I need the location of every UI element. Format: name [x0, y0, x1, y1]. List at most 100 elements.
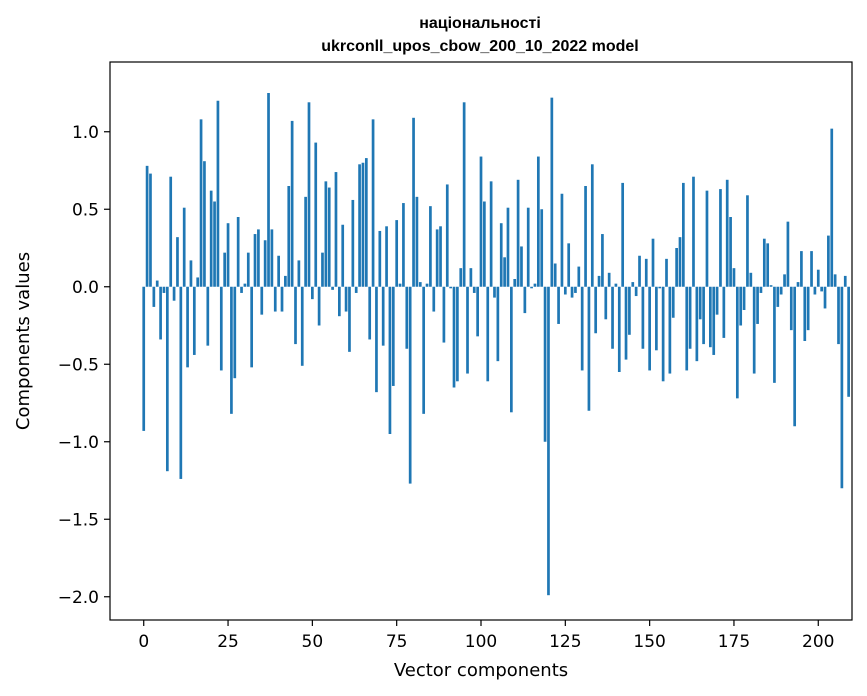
bar-72	[385, 226, 388, 287]
bar-122	[553, 263, 557, 287]
bar-170	[715, 286, 719, 315]
bar-76	[398, 283, 402, 287]
bar-166	[702, 286, 705, 345]
bar-44	[290, 120, 294, 287]
bar-159	[678, 237, 682, 287]
bar-27	[233, 286, 237, 379]
bar-204	[830, 128, 834, 287]
bar-109	[510, 286, 513, 413]
bar-172	[722, 286, 726, 338]
bar-205	[833, 274, 837, 287]
bar-201	[820, 286, 823, 292]
bar-196	[803, 286, 807, 341]
bar-192	[789, 286, 793, 331]
bar-84	[425, 283, 429, 287]
bar-134	[594, 286, 598, 334]
bar-52	[317, 286, 321, 326]
bar-58	[338, 286, 341, 317]
bar-189	[779, 286, 783, 295]
bar-186	[769, 285, 773, 287]
bar-75	[395, 220, 399, 287]
bar-129	[577, 266, 581, 287]
bar-30	[243, 283, 247, 287]
bar-165	[698, 286, 702, 320]
bar-85	[429, 206, 432, 287]
bar-48	[304, 196, 307, 287]
bar-162	[688, 286, 692, 349]
bar-147	[638, 255, 641, 287]
bar-112	[520, 246, 523, 287]
bar-119	[543, 286, 547, 442]
bar-157	[671, 286, 675, 318]
bar-117	[536, 156, 540, 287]
x-tick-label: 50	[302, 632, 324, 652]
bar-114	[526, 207, 530, 287]
bar-9	[172, 286, 176, 301]
bar-207	[840, 286, 844, 489]
bar-185	[766, 243, 770, 287]
bar-191	[786, 221, 790, 287]
bar-194	[796, 282, 800, 287]
bar-142	[621, 182, 625, 287]
y-tick-label: −0.5	[58, 355, 99, 375]
bar-3	[152, 286, 156, 307]
bar-81	[415, 196, 419, 287]
bar-169	[712, 286, 716, 355]
bar-150	[648, 286, 651, 371]
chart-title: національності	[419, 15, 541, 32]
bar-203	[827, 235, 830, 287]
bar-50	[311, 286, 314, 300]
bar-8	[169, 176, 173, 287]
bar-12	[182, 207, 186, 287]
bar-123	[557, 286, 560, 324]
bar-28	[236, 217, 240, 287]
bar-83	[422, 286, 426, 414]
bar-37	[267, 93, 270, 287]
bar-106	[499, 223, 503, 287]
bar-126	[567, 243, 571, 287]
bar-128	[574, 286, 577, 293]
bar-155	[665, 258, 668, 287]
bar-178	[742, 286, 746, 310]
bar-88	[439, 226, 442, 287]
bar-25	[226, 223, 230, 287]
bar-61	[348, 286, 351, 352]
bar-125	[563, 286, 567, 295]
bar-5	[159, 286, 162, 340]
y-tick-label: −2.0	[58, 588, 99, 608]
bar-2	[149, 173, 152, 287]
bar-92	[452, 286, 456, 388]
bar-208	[843, 275, 847, 287]
bar-164	[695, 286, 699, 362]
y-tick-label: −1.0	[58, 433, 99, 453]
bar-116	[533, 283, 537, 287]
bar-163	[692, 176, 695, 287]
bar-199	[813, 286, 817, 295]
bar-200	[816, 269, 820, 287]
bar-148	[641, 286, 645, 349]
bar-181	[752, 286, 756, 374]
bar-13	[186, 286, 189, 368]
bar-179	[746, 195, 749, 287]
bar-68	[371, 119, 375, 287]
bar-145	[631, 282, 635, 287]
bar-6	[162, 286, 166, 293]
bar-138	[607, 272, 611, 287]
bar-177	[739, 286, 743, 326]
x-tick-label: 25	[217, 632, 239, 652]
bar-111	[516, 179, 520, 287]
bar-209	[847, 286, 850, 397]
bar-90	[445, 184, 449, 287]
bar-32	[250, 286, 254, 368]
bar-34	[257, 229, 260, 287]
bar-187	[773, 286, 776, 383]
bar-102	[486, 286, 490, 382]
bar-74	[391, 286, 395, 386]
bar-197	[806, 286, 810, 331]
bar-82	[418, 282, 422, 287]
bar-36	[263, 240, 267, 287]
bar-120	[547, 286, 550, 596]
bar-11	[179, 286, 183, 479]
bar-78	[405, 286, 409, 349]
bar-188	[776, 286, 780, 307]
